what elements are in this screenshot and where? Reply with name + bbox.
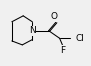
Text: N: N	[29, 26, 36, 35]
Text: O: O	[51, 12, 58, 21]
Text: Cl: Cl	[76, 34, 85, 43]
Text: F: F	[60, 46, 65, 55]
